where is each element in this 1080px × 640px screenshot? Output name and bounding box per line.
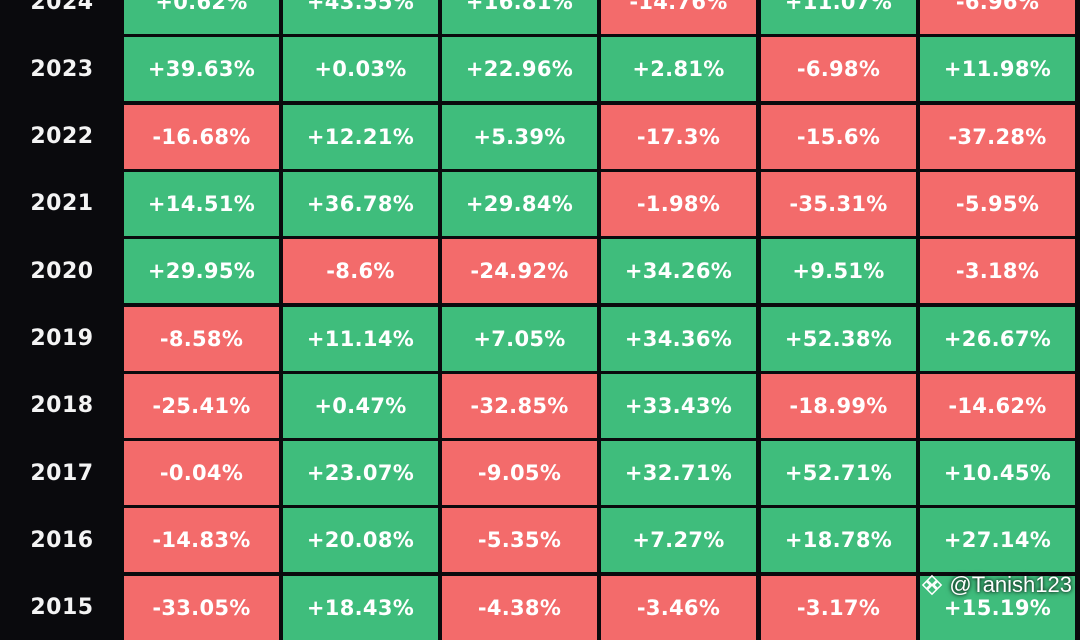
return-cell: -6.98% bbox=[761, 37, 916, 102]
year-label: 2020 bbox=[30, 258, 94, 284]
return-cell: +5.39% bbox=[442, 104, 597, 169]
year-label: 2016 bbox=[30, 527, 94, 553]
return-cell: -14.76% bbox=[601, 0, 756, 34]
watermark-text: @Tanish123 bbox=[949, 572, 1072, 597]
binance-diamond-icon bbox=[922, 574, 943, 596]
return-cell: +11.07% bbox=[761, 0, 916, 34]
return-cell: +18.43% bbox=[283, 575, 438, 640]
return-cell: +22.96% bbox=[442, 37, 597, 102]
return-cell: -17.3% bbox=[601, 104, 756, 169]
return-cell: +0.62% bbox=[124, 0, 279, 34]
watermark: @Tanish123 bbox=[921, 571, 1072, 599]
return-cell: -18.99% bbox=[761, 373, 916, 438]
return-cell: +52.71% bbox=[761, 441, 916, 506]
return-cell: -3.17% bbox=[761, 575, 916, 640]
return-cell: -9.05% bbox=[442, 441, 597, 506]
return-cell: +2.81% bbox=[601, 37, 756, 102]
return-cell: +11.14% bbox=[283, 306, 438, 371]
year-label: 2018 bbox=[30, 393, 94, 419]
return-cell: -6.96% bbox=[920, 0, 1075, 34]
return-cell: +29.95% bbox=[124, 239, 279, 304]
return-cell: -0.04% bbox=[124, 441, 279, 506]
return-cell: -5.95% bbox=[920, 171, 1075, 236]
return-cell: +12.21% bbox=[283, 104, 438, 169]
return-cell: -25.41% bbox=[124, 373, 279, 438]
return-cell: -8.58% bbox=[124, 306, 279, 371]
return-cell: -32.85% bbox=[442, 373, 597, 438]
year-label: 2023 bbox=[30, 56, 94, 82]
return-cell: -37.28% bbox=[920, 104, 1075, 169]
return-cell: +10.45% bbox=[920, 441, 1075, 506]
return-cell: +20.08% bbox=[283, 508, 438, 573]
return-cell: +16.81% bbox=[442, 0, 597, 34]
return-cell: -5.35% bbox=[442, 508, 597, 573]
return-cell: -16.68% bbox=[124, 104, 279, 169]
year-label: 2022 bbox=[30, 124, 94, 150]
return-cell: +18.78% bbox=[761, 508, 916, 573]
return-cell: -3.46% bbox=[601, 575, 756, 640]
return-cell: +43.55% bbox=[283, 0, 438, 34]
return-cell: +36.78% bbox=[283, 171, 438, 236]
return-cell: +11.98% bbox=[920, 37, 1075, 102]
return-cell: +34.26% bbox=[601, 239, 756, 304]
return-cell: -33.05% bbox=[124, 575, 279, 640]
return-cell: +52.38% bbox=[761, 306, 916, 371]
return-cell: -1.98% bbox=[601, 171, 756, 236]
return-cell: +23.07% bbox=[283, 441, 438, 506]
return-cell: +7.05% bbox=[442, 306, 597, 371]
return-cell: +32.71% bbox=[601, 441, 756, 506]
return-cell: -14.83% bbox=[124, 508, 279, 573]
return-cell: +14.51% bbox=[124, 171, 279, 236]
return-cell: +7.27% bbox=[601, 508, 756, 573]
return-cell: -15.6% bbox=[761, 104, 916, 169]
return-cell: -24.92% bbox=[442, 239, 597, 304]
year-label: 2019 bbox=[30, 326, 94, 351]
return-cell: +34.36% bbox=[601, 306, 756, 371]
return-cell: +9.51% bbox=[761, 239, 916, 304]
return-cell: +33.43% bbox=[601, 373, 756, 438]
returns-heatmap-table: 2024 +0.62% +43.55% +16.81% -14.76% +11.07% -6… bbox=[30, 0, 1075, 640]
return-cell: -4.38% bbox=[442, 575, 597, 640]
year-label: 2015 bbox=[30, 595, 94, 621]
return-cell: -14.62% bbox=[920, 373, 1075, 438]
return-cell: +39.63% bbox=[124, 37, 279, 102]
return-cell: -3.18% bbox=[920, 239, 1075, 304]
year-label: 2017 bbox=[30, 460, 94, 486]
return-cell: +0.03% bbox=[283, 37, 438, 102]
return-cell: +29.84% bbox=[442, 171, 597, 236]
return-cell: +0.47% bbox=[283, 373, 438, 438]
return-cell: +26.67% bbox=[920, 306, 1075, 371]
return-cell: -35.31% bbox=[761, 171, 916, 236]
return-cell: -8.6% bbox=[283, 239, 438, 304]
year-label: 2021 bbox=[30, 191, 94, 217]
year-label: 2024 bbox=[30, 0, 94, 15]
return-cell: +27.14% bbox=[920, 508, 1075, 573]
